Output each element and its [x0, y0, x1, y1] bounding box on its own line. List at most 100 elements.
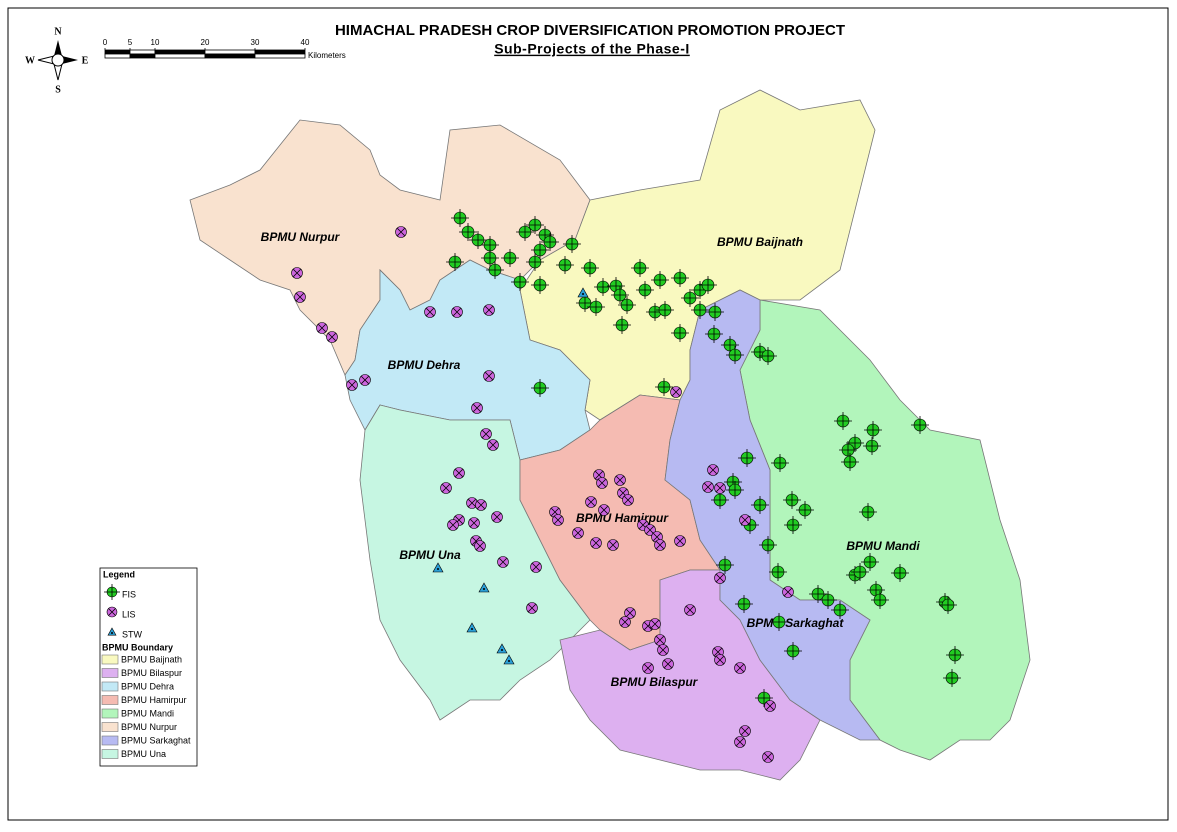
fis-cross	[656, 301, 674, 319]
lis-cross	[484, 305, 494, 315]
lis-cross	[448, 520, 458, 530]
fis-cross	[655, 378, 673, 396]
fis-cross	[755, 689, 773, 707]
lis-cross	[469, 518, 479, 528]
lis-cross	[467, 498, 477, 508]
lis-cross	[327, 332, 337, 342]
fis-cross	[671, 269, 689, 287]
scale-tick-label: 0	[103, 38, 108, 47]
fis-cross	[459, 223, 477, 241]
region-label: BPMU Sarkaghat	[747, 616, 845, 630]
legend-swatch	[101, 722, 119, 732]
legend-boundary-label: BPMU Nurpur	[121, 722, 177, 732]
fis-cross	[721, 336, 739, 354]
fis-cross	[531, 241, 549, 259]
region-label: BPMU Baijnath	[717, 235, 803, 249]
fis-cross	[699, 276, 717, 294]
legend-symbol-label: STW	[122, 629, 143, 639]
lis-cross	[360, 375, 370, 385]
lis-cross	[476, 500, 486, 510]
lis-cross	[643, 663, 653, 673]
fis-cross	[841, 453, 859, 471]
compass-w: W	[25, 55, 35, 66]
lis-cross	[685, 605, 695, 615]
lis-cross	[454, 468, 464, 478]
legend-boundary-label: BPMU Bilaspur	[121, 668, 182, 678]
fis-cross	[759, 536, 777, 554]
legend: Legend FIS LIS STW BPMU Boundary BPMU Baijnat…	[99, 567, 198, 767]
fis-cross	[809, 585, 827, 603]
stw-marker	[577, 287, 589, 298]
compass-s: S	[55, 84, 61, 95]
fis-cross	[759, 347, 777, 365]
lis-cross	[396, 227, 406, 237]
region-label: BPMU Una	[399, 548, 461, 562]
stw-dot	[508, 660, 510, 662]
lis-cross	[658, 645, 668, 655]
fis-cross	[716, 556, 734, 574]
scale-tick-label: 20	[201, 38, 210, 47]
fis-cross	[891, 564, 909, 582]
fis-cross	[738, 449, 756, 467]
subtitle: Sub-Projects of the Phase-I	[494, 41, 690, 57]
compass-e: E	[82, 55, 89, 66]
legend-boundary-label: BPMU Una	[121, 749, 166, 759]
fis-cross	[769, 563, 787, 581]
fis-cross	[831, 601, 849, 619]
lis-cross	[498, 557, 508, 567]
lis-cross	[108, 608, 116, 616]
lis-cross	[475, 541, 485, 551]
lis-cross	[597, 478, 607, 488]
lis-cross	[620, 617, 630, 627]
fis-cross	[691, 301, 709, 319]
fis-cross	[871, 591, 889, 609]
lis-cross	[347, 380, 357, 390]
stw-marker	[503, 654, 515, 665]
regions: BPMU Nurpur BPMU Baijnath BPMU Dehra BPMU U…	[189, 89, 1031, 781]
legend-swatch	[101, 654, 119, 665]
stw-dot	[471, 628, 473, 630]
region	[359, 404, 591, 721]
fis-cross	[486, 261, 504, 279]
scale-segment	[254, 53, 306, 59]
lis-cross	[608, 540, 618, 550]
scale-tick-label: 30	[251, 38, 260, 47]
fis-cross	[671, 324, 689, 342]
lis-cross	[484, 371, 494, 381]
scale-segment	[104, 53, 131, 59]
fis-cross	[531, 276, 549, 294]
stw-marker	[432, 562, 444, 573]
lis-cross	[292, 268, 302, 278]
scale-segment	[204, 49, 256, 55]
legend-boundary-title: BPMU Boundary	[102, 642, 173, 652]
scale-segment	[154, 49, 206, 55]
fis-cross	[846, 434, 864, 452]
lis-cross	[740, 515, 750, 525]
fis-cross	[911, 416, 929, 434]
lis-cross	[663, 659, 673, 669]
stw-marker	[496, 643, 508, 654]
legend-swatch	[101, 681, 119, 692]
scale-segment	[204, 53, 256, 59]
fis-cross	[864, 421, 882, 439]
lis-cross	[740, 726, 750, 736]
lis-cross	[650, 619, 660, 629]
compass: N S E W	[25, 26, 89, 95]
legend-boundary-label: BPMU Hamirpur	[121, 695, 187, 705]
stw-dot	[111, 632, 113, 634]
lis-cross	[295, 292, 305, 302]
fis-cross	[726, 481, 744, 499]
region-label: BPMU Nurpur	[261, 230, 341, 244]
frame	[7, 7, 1169, 821]
lis-cross	[317, 323, 327, 333]
lis-cross	[492, 512, 502, 522]
lis-cross	[655, 540, 665, 550]
lis-cross	[615, 475, 625, 485]
stw-dot	[501, 649, 503, 651]
fis-cross	[863, 437, 881, 455]
lis-cross	[703, 482, 713, 492]
fis-cross	[726, 346, 744, 364]
lis-cross	[599, 505, 609, 515]
